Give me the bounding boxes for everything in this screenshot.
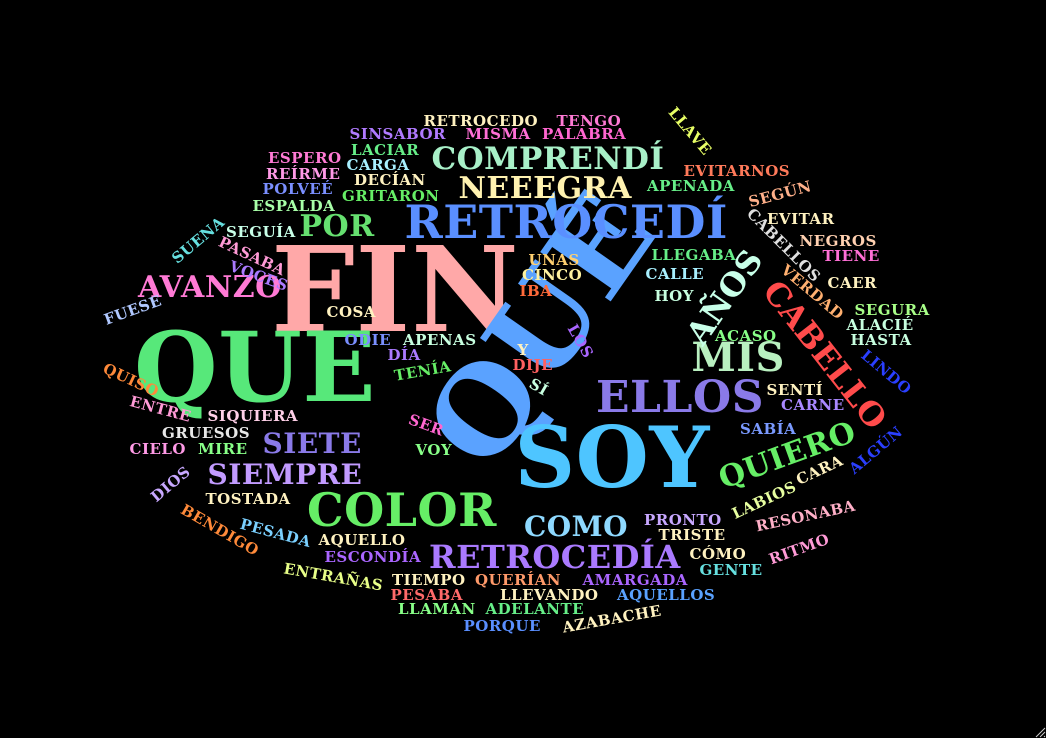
cloud-word: QUERÍAN [475,570,561,589]
cloud-word: RETROCEDO [423,111,539,130]
cloud-word: GENTE [699,560,763,579]
cloud-word: SENTÍ [766,380,824,399]
cloud-word: LLEGABA [651,245,737,264]
cloud-word: RETROCEDÍA [429,538,681,576]
cloud-word: GRITARON [342,186,440,205]
cloud-word: APENAS [403,330,477,349]
cloud-word: COMPRENDÍ [431,140,665,177]
cloud-word: LACIAR [351,140,420,159]
cloud-word: PRONTO [644,510,722,529]
cloud-word: EVITAR [767,209,835,228]
cloud-word: ESCONDÍA [324,547,422,566]
cloud-word: ENTRAÑAS [281,558,384,595]
cloud-word: COMO [524,510,629,543]
cloud-word: RETROCEDÍ [404,195,728,249]
cloud-word: ADELANTE [485,599,585,618]
cloud-word: AVANZO [138,270,282,305]
cloud-word: GRUESOS [162,423,251,442]
cloud-word: TIEMPO [392,570,466,589]
cloud-word: EVITARNOS [683,161,791,180]
cloud-word: DIOS [147,461,195,506]
cloud-word: APENADA [647,176,735,195]
cloud-word: ACASO [715,326,777,345]
cloud-word: CARNE [781,395,845,414]
cloud-word: AMARGADA [582,570,688,589]
cloud-word: POR [299,209,375,244]
cloud-word: SINSABOR [349,124,447,143]
cloud-word: SEGURA [854,300,930,319]
cloud-word: POLVEÉ [262,179,334,198]
cloud-word: CIELO [129,439,187,458]
cloud-word: SUENA [167,212,228,267]
cloud-word: ESPERO [268,148,342,167]
cloud-word: SEGUÍA [226,222,296,241]
cloud-word: LLAVE [664,102,715,159]
cloud-word: ELLOS [596,372,765,423]
cloud-word: LLAMAN [398,599,476,618]
cloud-word: TIENE [822,246,880,265]
resize-grip-icon[interactable] [1032,724,1046,738]
cloud-word: LLEVANDO [500,585,599,604]
cloud-word: NEEEGRA [458,171,632,206]
cloud-word: MIRE [198,439,248,458]
cloud-word: QUE [134,311,377,424]
cloud-word: DECÍAN [354,170,426,189]
cloud-word: Y [517,340,529,359]
cloud-word: AQUELLO [318,530,406,549]
cloud-word: PORQUE [463,616,541,635]
cloud-word: ESPALDA [252,196,336,215]
cloud-word: NEGROS [799,231,877,250]
cloud-word: CINCO [522,265,583,284]
cloud-word: AQUELLOS [617,585,716,604]
cloud-word: SABÍA [740,419,797,438]
cloud-word: FIN [271,220,520,359]
cloud-word: HASTA [850,330,912,349]
cloud-word: COSA [326,302,376,321]
cloud-word: ODIE [344,330,392,349]
cloud-word: PESABA [390,585,463,604]
cloud-word: ALGÚN [845,422,907,478]
cloud-word: TRISTE [658,525,726,544]
cloud-word: CÓMO [689,544,747,563]
cloud-word: VOY [415,440,453,459]
cloud-word: CAER [827,273,877,292]
cloud-word: DÍA [387,345,421,364]
cloud-word: COLOR [307,483,497,537]
cloud-word: TENGO [556,111,622,130]
cloud-word: MIS [691,334,785,381]
cloud-word: SIEMPRE [207,458,363,491]
cloud-word: SIETE [262,427,362,460]
cloud-word: PALABRA [542,124,627,143]
cloud-word: UNAS [528,250,580,269]
cloud-word: CARGA [346,155,410,174]
cloud-word: SOY [514,408,710,507]
cloud-word: HOY [654,286,694,305]
cloud-word: MISMA [465,124,531,143]
cloud-word: CALLE [645,264,705,283]
cloud-word: DIJE [512,355,554,374]
cloud-word: ALACIÉ [846,315,914,334]
cloud-word: SIQUIERA [207,406,299,425]
cloud-word: RITMO [766,529,832,568]
cloud-word: REÍRME [266,164,341,183]
cloud-word: IBA [519,281,553,300]
cloud-word: TOSTADA [205,489,291,508]
